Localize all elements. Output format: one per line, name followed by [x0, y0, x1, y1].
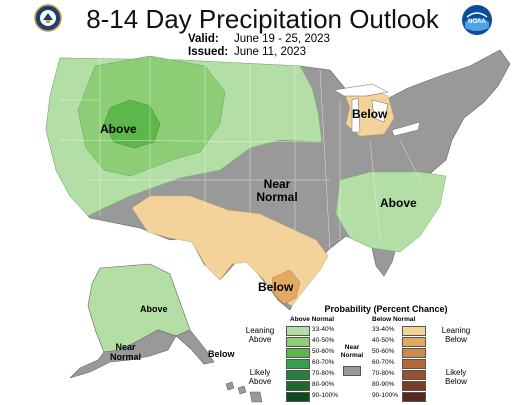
legend-above-header: Above Normal: [290, 316, 335, 323]
legend-above-range: 90-100%: [312, 392, 339, 399]
legend-below-range: 70-80%: [372, 370, 395, 377]
legend-title: Probability (Percent Chance): [324, 304, 448, 314]
label-above-southeast: Above: [380, 196, 417, 210]
legend-below-range: 60-70%: [372, 359, 395, 366]
state-lines: [59, 58, 421, 251]
lake-superior: [333, 83, 389, 97]
doc-seal-logo: [34, 4, 62, 32]
legend-above-swatch: [286, 392, 310, 402]
legend-likely-above: Likely Above: [248, 368, 272, 386]
legend-leaning-above: Leaning Above: [245, 326, 275, 344]
legend-above-swatch: [286, 326, 310, 336]
valid-label: Valid:: [188, 33, 219, 45]
date-block: Valid: June 19 - 25, 2023 Issued: June 11,…: [188, 33, 330, 59]
label-below-michigan: Below: [352, 107, 388, 121]
legend-above-range: 50-60%: [312, 348, 335, 355]
legend-leaning-below: Leaning Below: [441, 326, 471, 344]
alaska-panhandle: [175, 329, 215, 365]
legend-below-range: 50-60%: [372, 348, 395, 355]
legend-below-range: 33-40%: [372, 326, 395, 333]
legend-below-swatch: [402, 370, 426, 380]
above-southeast-33-40: [335, 171, 447, 253]
hawaii-islands: [225, 381, 263, 403]
noaa-logo-text: NOAA: [468, 19, 486, 25]
legend-below-header: Below Normal: [372, 316, 416, 323]
legend-below-range: 40-50%: [372, 337, 395, 344]
legend-near-swatch: [343, 366, 361, 376]
map-title: 8-14 Day Precipitation Outlook: [86, 4, 439, 34]
valid-dates: June 19 - 25, 2023: [234, 33, 330, 45]
noaa-logo: NOAA: [461, 4, 493, 36]
below-texas-40-50: [271, 269, 301, 305]
legend-below-swatch: [402, 348, 426, 358]
legend-above-swatch: [286, 359, 310, 369]
legend-below-swatch: [402, 392, 426, 402]
legend-above-swatch: [286, 337, 310, 347]
lake-erie: [391, 121, 421, 137]
legend-above-swatch: [286, 348, 310, 358]
legend-above-range: 80-90%: [312, 381, 335, 388]
legend-likely-below: Likely Below: [445, 368, 467, 386]
label-below-texas: Below: [258, 280, 294, 294]
legend-below-range: 90-100%: [372, 392, 399, 399]
legend: Probability (Percent Chance) Above Norma…: [240, 304, 520, 402]
legend-below-swatch: [402, 359, 426, 369]
label-near-normal-alaska: Near Normal: [110, 342, 142, 362]
legend-above-range: 70-80%: [312, 370, 335, 377]
legend-below-range: 80-90%: [372, 381, 395, 388]
label-above-west: Above: [100, 122, 137, 136]
legend-above-range: 33-40%: [312, 326, 335, 333]
label-near-normal-center: Near Normal: [256, 177, 298, 204]
legend-below-swatch: [402, 337, 426, 347]
issued-date: June 11, 2023: [234, 46, 307, 58]
label-below-alaska: Below: [208, 349, 235, 359]
legend-near-header: Near Normal: [340, 344, 364, 359]
alaska-near-normal: [69, 329, 177, 379]
legend-below-swatch: [402, 326, 426, 336]
legend-above-range: 40-50%: [312, 337, 335, 344]
legend-above-swatch: [286, 381, 310, 391]
above-west-50-60: [103, 99, 161, 149]
issued-label: Issued:: [188, 46, 229, 58]
legend-above-range: 60-70%: [312, 359, 335, 366]
legend-below-swatch: [402, 381, 426, 391]
lake-huron: [371, 99, 389, 123]
label-above-alaska: Above: [140, 304, 168, 314]
legend-above-swatch: [286, 370, 310, 380]
lake-michigan: [351, 97, 361, 133]
